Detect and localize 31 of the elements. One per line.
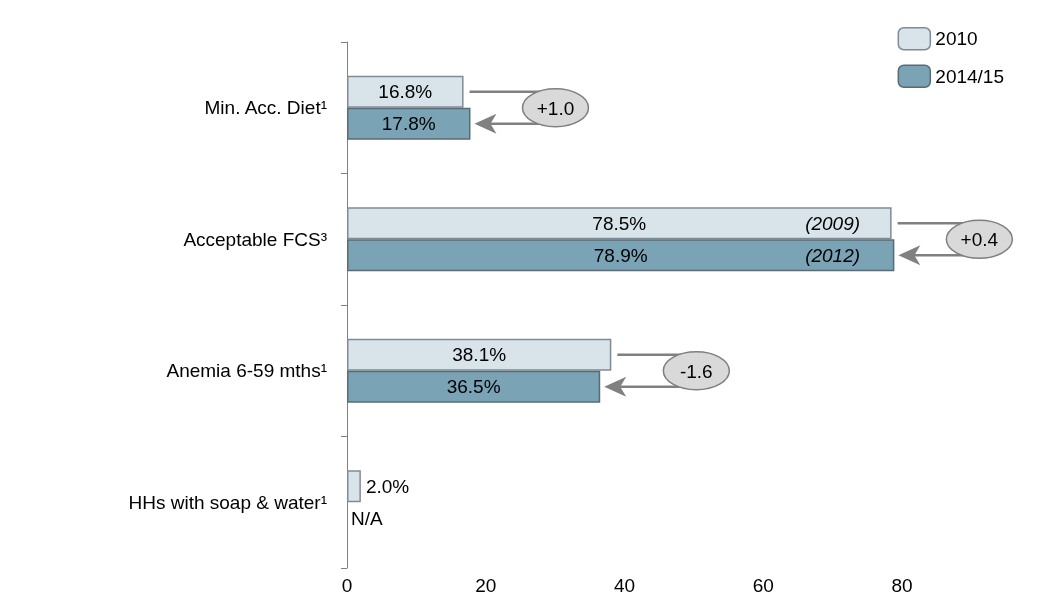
data-label: 78.9%	[593, 244, 648, 266]
x-tick-label: 80	[891, 575, 913, 596]
bar	[347, 338, 612, 371]
x-tick-label: 0	[341, 575, 353, 596]
y-tick-label: Min. Acc. Diet¹	[204, 97, 327, 119]
legend-label: 2014/15	[935, 65, 1005, 87]
annotation: -1.6	[679, 360, 713, 382]
x-tick-label: 60	[752, 575, 774, 596]
text: N/A	[351, 508, 383, 530]
text: +0.4	[960, 229, 999, 251]
data-label: 17.8%	[381, 113, 436, 135]
annotation: +1.0	[536, 97, 575, 119]
y-tick-label: Anemia 6-59 mths¹	[166, 360, 327, 382]
bar	[347, 239, 895, 272]
data-label: 16.8%	[378, 81, 433, 103]
data-label: 2.0%	[365, 475, 410, 497]
bar	[347, 75, 464, 108]
bar	[347, 107, 471, 140]
x-tick-label: 40	[613, 575, 636, 596]
x-tick-label: 20	[475, 575, 497, 596]
annotation: (2009)	[805, 213, 861, 235]
data-label: 36.5%	[446, 376, 501, 398]
y-tick-label: HHs with soap & water¹	[128, 491, 327, 513]
data-label: 38.1%	[452, 344, 507, 366]
legend-label: 2010	[935, 28, 978, 50]
data-label: 78.5%	[592, 212, 647, 234]
bar	[347, 207, 892, 240]
annotation: (2012)	[805, 245, 861, 267]
y-tick-label: Acceptable FCS³	[183, 228, 327, 250]
bar	[347, 470, 361, 503]
bar	[347, 370, 601, 403]
